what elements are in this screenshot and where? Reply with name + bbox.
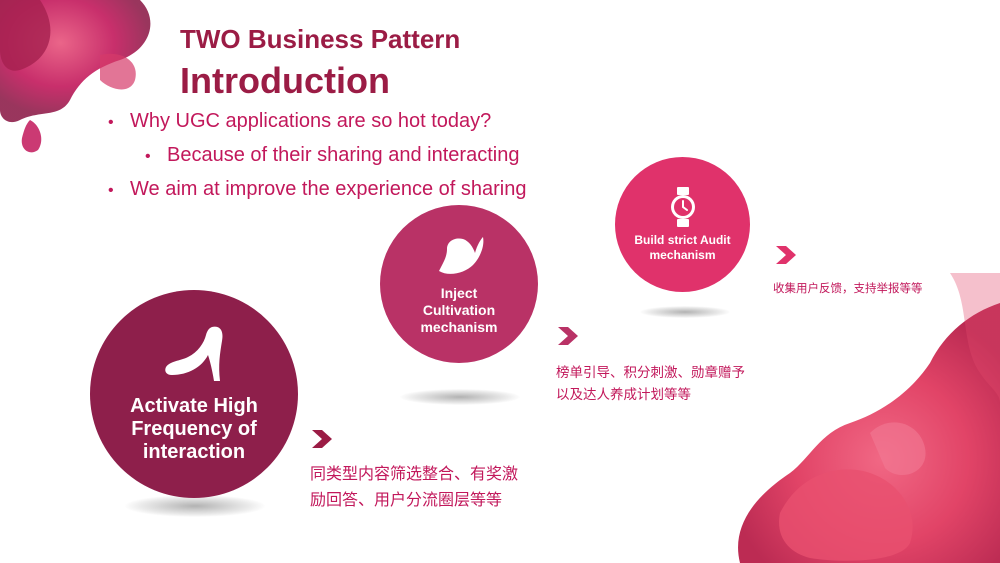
bullet-dot: • bbox=[108, 114, 114, 131]
description-interaction: 同类型内容筛选整合、有奖激 励回答、用户分流圈层等等 bbox=[310, 466, 519, 509]
slide-title: Introduction bbox=[180, 60, 390, 101]
chevron-right-icon bbox=[776, 246, 796, 264]
circle-label: Build strict Audit mechanism bbox=[634, 232, 731, 262]
chevron-right-icon bbox=[558, 327, 578, 345]
description-audit: 收集用户反馈，支持举报等等 bbox=[773, 283, 923, 295]
feature-circle-interaction: Activate High Frequency of interaction bbox=[90, 290, 298, 498]
ink-splash-bottom-right bbox=[738, 273, 1000, 563]
circle-shadow bbox=[640, 306, 730, 318]
hat-icon bbox=[439, 236, 484, 274]
circle-label: Activate High Frequency of interaction bbox=[130, 394, 258, 463]
bullet-dot: • bbox=[108, 182, 114, 199]
bullet-item: • Why UGC applications are so hot today? bbox=[108, 110, 491, 133]
bullet-text: We aim at improve the experience of shar… bbox=[130, 178, 527, 200]
circle-shadow bbox=[125, 495, 265, 517]
circle-label: Inject Cultivation mechanism bbox=[420, 284, 498, 335]
watch-icon bbox=[670, 186, 695, 227]
bullet-text: Why UGC applications are so hot today? bbox=[130, 110, 492, 132]
circle-shadow bbox=[400, 389, 520, 405]
ink-splash-top-left bbox=[0, 0, 151, 153]
bullet-item: • We aim at improve the experience of sha… bbox=[108, 178, 527, 201]
slide-subtitle: TWO Business Pattern bbox=[180, 24, 461, 54]
chevron-right-icon bbox=[312, 430, 332, 448]
bullet-item-sub: • Because of their sharing and interactin… bbox=[145, 144, 519, 167]
description-cultivation: 榜单引导、积分刺激、勋章赠予 以及达人养成计划等等 bbox=[556, 365, 745, 402]
bullet-dot: • bbox=[145, 148, 151, 165]
bullet-text: Because of their sharing and interacting bbox=[167, 144, 520, 166]
feature-circle-cultivation: Inject Cultivation mechanism bbox=[380, 205, 538, 363]
high-heel-shoe-icon bbox=[165, 326, 223, 381]
feature-circle-audit: Build strict Audit mechanism bbox=[615, 157, 750, 292]
